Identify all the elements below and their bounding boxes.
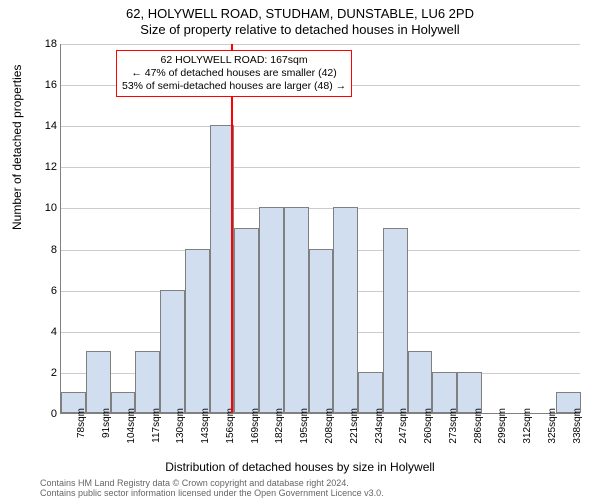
x-tick-label: 260sqm — [423, 408, 434, 444]
histogram-bar — [185, 249, 210, 413]
x-tick-label: 195sqm — [299, 408, 310, 444]
x-tick-label: 156sqm — [225, 408, 236, 444]
histogram-bar — [383, 228, 408, 413]
histogram-bar — [259, 207, 284, 413]
histogram-bar — [457, 372, 482, 413]
gridline — [61, 208, 580, 209]
x-tick-label: 208sqm — [324, 408, 335, 444]
y-tick-label: 10 — [31, 202, 57, 214]
y-tick-label: 4 — [31, 326, 57, 338]
x-tick-label: 286sqm — [473, 408, 484, 444]
x-tick-label: 325sqm — [547, 408, 558, 444]
y-tick-label: 8 — [31, 244, 57, 256]
y-tick-label: 16 — [31, 79, 57, 91]
histogram-bar — [432, 372, 457, 413]
histogram-bar — [309, 249, 334, 413]
histogram-bar — [234, 228, 259, 413]
histogram-bar — [333, 207, 358, 413]
histogram-bar — [358, 372, 383, 413]
x-tick-label: 312sqm — [522, 408, 533, 444]
x-tick-label: 130sqm — [175, 408, 186, 444]
histogram-bar — [284, 207, 309, 413]
y-tick-label: 18 — [31, 38, 57, 50]
chart-container: 62, HOLYWELL ROAD, STUDHAM, DUNSTABLE, L… — [0, 0, 600, 500]
x-tick-label: 247sqm — [398, 408, 409, 444]
y-tick-label: 12 — [31, 161, 57, 173]
histogram-bar — [160, 290, 185, 413]
y-tick-label: 14 — [31, 120, 57, 132]
x-axis-label: Distribution of detached houses by size … — [0, 460, 600, 474]
marker-line — [231, 44, 233, 413]
annotation-line: ← 47% of detached houses are smaller (42… — [122, 67, 346, 80]
gridline — [61, 126, 580, 127]
annotation-line: 62 HOLYWELL ROAD: 167sqm — [122, 54, 346, 67]
x-tick-label: 338sqm — [572, 408, 583, 444]
chart-plot-area: 02468101214161878sqm91sqm104sqm117sqm130… — [60, 44, 580, 414]
annotation-line: 53% of semi-detached houses are larger (… — [122, 80, 346, 93]
x-tick-label: 117sqm — [151, 408, 162, 443]
y-tick-label: 2 — [31, 367, 57, 379]
gridline — [61, 44, 580, 45]
x-tick-label: 221sqm — [349, 408, 360, 444]
footer-line1: Contains HM Land Registry data © Crown c… — [40, 478, 349, 488]
x-tick-label: 273sqm — [448, 408, 459, 444]
x-tick-label: 169sqm — [250, 408, 261, 444]
x-tick-label: 299sqm — [497, 408, 508, 444]
chart-title-line2: Size of property relative to detached ho… — [0, 22, 600, 37]
x-tick-label: 182sqm — [274, 408, 285, 444]
y-tick-label: 0 — [31, 408, 57, 420]
histogram-bar — [408, 351, 433, 413]
x-tick-label: 234sqm — [374, 408, 385, 444]
y-axis-label: Number of detached properties — [10, 65, 24, 230]
annotation-box: 62 HOLYWELL ROAD: 167sqm← 47% of detache… — [116, 50, 352, 97]
x-tick-label: 104sqm — [126, 408, 137, 444]
histogram-bar — [135, 351, 160, 413]
gridline — [61, 167, 580, 168]
footer-line2: Contains public sector information licen… — [40, 488, 384, 498]
chart-title-line1: 62, HOLYWELL ROAD, STUDHAM, DUNSTABLE, L… — [0, 6, 600, 21]
histogram-bar — [86, 351, 111, 413]
x-tick-label: 143sqm — [200, 408, 211, 444]
y-tick-label: 6 — [31, 285, 57, 297]
